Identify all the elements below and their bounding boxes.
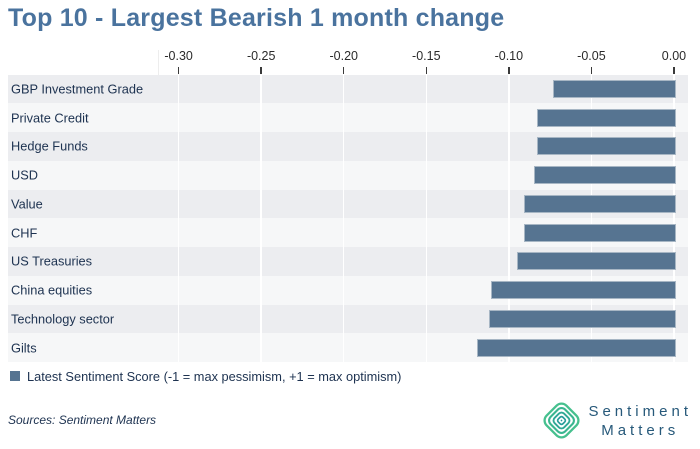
sentiment-bar bbox=[523, 194, 676, 213]
x-axis-tick-label: -0.25 bbox=[246, 49, 276, 63]
chart-row: Technology sector bbox=[8, 304, 688, 334]
chart-row: Gilts bbox=[8, 333, 688, 362]
category-label: CHF bbox=[11, 225, 38, 241]
legend-marker-icon bbox=[10, 371, 20, 381]
category-label: Private Credit bbox=[11, 110, 89, 126]
sources-note: Sources: Sentiment Matters bbox=[8, 413, 157, 427]
category-label: Hedge Funds bbox=[11, 138, 88, 154]
sentiment-bar bbox=[477, 338, 676, 357]
x-axis-tick-label: -0.20 bbox=[329, 49, 358, 63]
x-axis-tick-mark bbox=[673, 67, 675, 74]
category-label: USD bbox=[11, 167, 39, 183]
chart-row: Value bbox=[8, 189, 688, 219]
x-axis-tick-mark bbox=[260, 67, 262, 74]
chart-row: US Treasuries bbox=[8, 247, 688, 276]
chart-title: Top 10 - Largest Bearish 1 month change bbox=[8, 4, 505, 32]
chart-row: GBP Investment Grade bbox=[8, 74, 688, 104]
x-axis-tick-label: -0.15 bbox=[412, 49, 441, 63]
chart-row: China equities bbox=[8, 275, 688, 305]
legend-label: Latest Sentiment Score (-1 = max pessimi… bbox=[27, 368, 402, 384]
category-label: GBP Investment Grade bbox=[11, 81, 144, 97]
brand-line2: Matters bbox=[601, 421, 680, 439]
x-axis-tick-mark bbox=[177, 67, 180, 74]
sentiment-bar bbox=[533, 166, 676, 185]
category-label: Technology sector bbox=[11, 311, 115, 327]
sentiment-bar bbox=[536, 108, 676, 127]
x-axis-tick-label: -0.05 bbox=[577, 49, 606, 63]
x-axis-tick-mark bbox=[425, 67, 428, 74]
chart-row: USD bbox=[8, 160, 688, 190]
chart-row: CHF bbox=[8, 218, 688, 247]
legend: Latest Sentiment Score (-1 = max pessimi… bbox=[10, 368, 401, 384]
chart-row: Hedge Funds bbox=[8, 132, 688, 161]
sentiment-bar bbox=[553, 79, 676, 98]
concentric-diamond-icon bbox=[543, 402, 581, 439]
chart-row: Private Credit bbox=[8, 103, 688, 132]
sentiment-bar bbox=[489, 309, 676, 328]
category-label: Value bbox=[11, 196, 43, 212]
brand-logo: Sentiment Matters bbox=[541, 400, 692, 441]
sentiment-bar bbox=[490, 281, 676, 300]
category-label: US Treasuries bbox=[11, 253, 93, 269]
sentiment-bar bbox=[517, 252, 676, 271]
brand-text: Sentiment Matters bbox=[588, 402, 692, 440]
x-axis-tick-mark bbox=[590, 67, 593, 74]
sentiment-bar bbox=[523, 223, 676, 242]
category-label: China equities bbox=[11, 282, 93, 298]
category-label: Gilts bbox=[11, 340, 37, 356]
x-axis-tick-mark bbox=[342, 67, 345, 74]
x-axis-tick-label: -0.10 bbox=[494, 49, 524, 63]
sentiment-bar bbox=[536, 137, 676, 156]
x-axis-tick-label: -0.30 bbox=[164, 49, 193, 63]
brand-line1: Sentiment bbox=[588, 402, 692, 420]
x-axis-tick-mark bbox=[508, 67, 510, 74]
x-axis-tick-label: 0.00 bbox=[661, 49, 687, 63]
